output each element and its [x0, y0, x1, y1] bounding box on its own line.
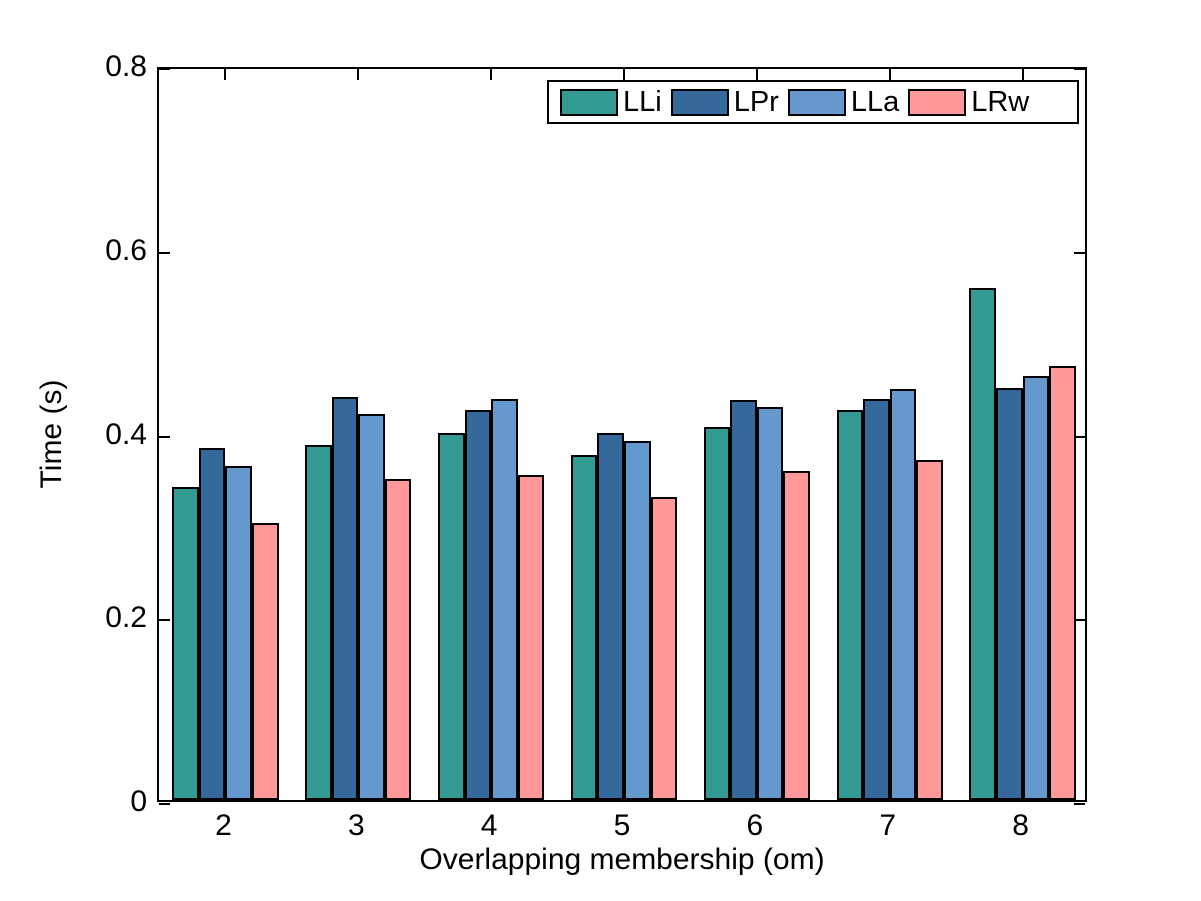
x-tick-label-4: 4: [480, 809, 498, 842]
legend-swatch-LLa: [787, 88, 846, 116]
legend-swatch-LRw: [908, 88, 967, 116]
bar-LPr-om6: [730, 400, 757, 800]
bar-LLa-om6: [756, 406, 784, 800]
bar-LLa-om4: [491, 398, 518, 800]
bar-LRw-om7: [916, 460, 943, 800]
x-tick-label-8: 8: [1012, 809, 1029, 842]
legend-swatch-LPr: [670, 88, 729, 116]
x-tick-mark-top: [888, 69, 891, 80]
bar-LPr-om7: [863, 398, 890, 800]
y-tick-mark-right: [1074, 803, 1085, 805]
x-tick-label-3: 3: [347, 809, 365, 842]
y-tick-mark-right: [1074, 435, 1085, 438]
y-tick-label-0.8: 0.8: [105, 50, 147, 83]
plot-area: [157, 67, 1087, 805]
x-tick-mark-top: [755, 69, 758, 80]
bars-layer: [159, 69, 1085, 800]
bar-LPr-om4: [464, 410, 492, 800]
legend-label-LPr: LPr: [733, 85, 779, 118]
legend-entry-LRw: LRw: [908, 85, 1030, 118]
y-axis-label-text: Time (s): [35, 379, 68, 489]
x-tick-mark-top: [1021, 69, 1024, 80]
y-tick-mark-right: [1074, 619, 1085, 622]
bar-LRw-om3: [384, 479, 412, 800]
y-tick-mark-right: [1074, 68, 1085, 70]
bar-LPr-om8: [996, 388, 1023, 800]
bar-LRw-om4: [517, 474, 545, 800]
x-tick-mark-top: [357, 69, 360, 80]
legend-swatch-LLi: [560, 88, 618, 116]
y-tick-label-0: 0: [130, 785, 147, 818]
y-tick-mark-left: [159, 619, 170, 622]
legend-entry-LLi: LLi: [560, 85, 662, 118]
ticks-layer: [159, 68, 1085, 805]
legend-label-LLi: LLi: [623, 85, 662, 118]
bar-LPr-om2: [198, 448, 226, 800]
legend-entry-LPr: LPr: [670, 85, 779, 118]
legend-entry-LLa: LLa: [787, 85, 900, 118]
y-tick-mark-left: [159, 251, 170, 254]
x-tick-label-5: 5: [613, 809, 631, 842]
bar-LLi-om4: [438, 432, 465, 800]
y-tick-label-0.4: 0.4: [105, 417, 147, 451]
bar-LLi-om5: [570, 454, 598, 800]
bar-LLa-om3: [358, 414, 385, 800]
bar-LLa-om2: [225, 465, 252, 800]
bar-LLi-om3: [305, 445, 332, 800]
legend-label-LLa: LLa: [850, 85, 900, 118]
y-tick-label-0.2: 0.2: [105, 601, 147, 635]
y-tick-mark-right: [1074, 251, 1085, 254]
bar-LLi-om7: [836, 409, 864, 800]
bar-LRw-om5: [650, 496, 678, 800]
bar-LPr-om5: [597, 432, 624, 800]
y-tick-mark-left: [159, 68, 170, 70]
x-tick-label-7: 7: [879, 809, 897, 842]
x-tick-label-2: 2: [215, 809, 232, 842]
bar-LPr-om3: [331, 396, 359, 800]
bar-LLi-om2: [172, 486, 199, 800]
bar-LRw-om6: [783, 471, 810, 800]
legend: LLi LPr LLa LRw: [547, 80, 1079, 124]
y-tick-label-0.6: 0.6: [105, 233, 147, 267]
x-tick-mark-top: [224, 69, 227, 80]
x-tick-mark-top: [623, 69, 625, 80]
bar-LLa-om5: [624, 440, 651, 800]
bar-LLi-om6: [703, 427, 731, 800]
x-tick-mark-top: [490, 69, 493, 80]
x-tick-label-6: 6: [746, 809, 764, 842]
bar-LLa-om8: [1022, 375, 1050, 800]
bar-LLa-om7: [889, 389, 917, 800]
bar-LRw-om8: [1049, 366, 1076, 800]
bar-LRw-om2: [252, 522, 279, 800]
y-tick-mark-left: [159, 435, 170, 438]
bar-LLi-om8: [969, 288, 996, 800]
x-axis-label: Overlapping membership (om): [419, 843, 825, 876]
y-tick-mark-left: [159, 803, 170, 805]
legend-label-LRw: LRw: [971, 85, 1030, 118]
